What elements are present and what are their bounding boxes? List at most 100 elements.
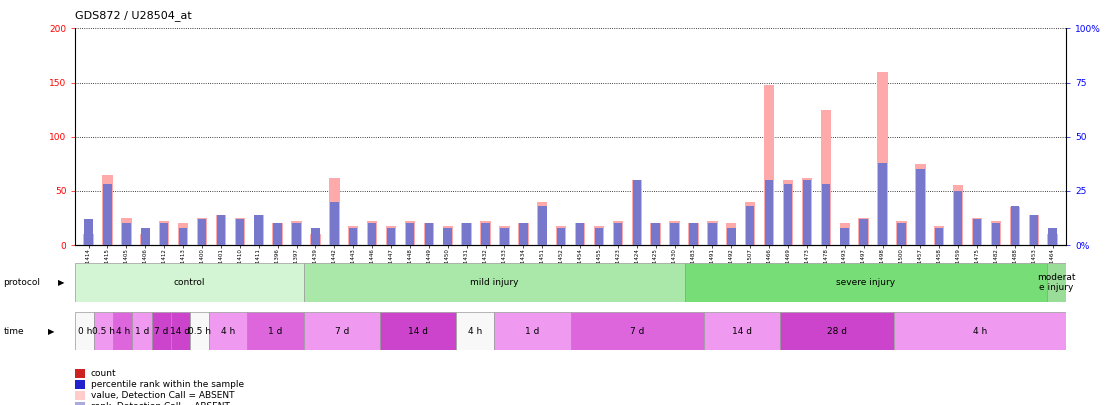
Bar [840, 224, 850, 245]
Bar [594, 226, 604, 245]
Text: 14 d: 14 d [408, 326, 428, 336]
Text: GDS872 / U28504_at: GDS872 / U28504_at [75, 10, 192, 21]
Bar [915, 164, 925, 245]
Text: count: count [91, 369, 116, 378]
Bar [992, 224, 1001, 245]
Bar [442, 226, 453, 245]
Text: 28 d: 28 d [828, 326, 848, 336]
Bar [443, 228, 452, 245]
Bar [304, 312, 380, 350]
Text: 7 d: 7 d [630, 326, 645, 336]
Bar [537, 202, 547, 245]
Bar [197, 218, 207, 245]
Bar [688, 224, 699, 245]
Bar [780, 312, 894, 350]
Bar [557, 228, 565, 245]
Bar [380, 312, 456, 350]
Bar [685, 263, 1047, 302]
Bar [972, 218, 983, 245]
Bar [121, 218, 132, 245]
Bar [669, 221, 680, 245]
Bar [556, 226, 566, 245]
Bar [500, 228, 509, 245]
Bar [293, 224, 300, 245]
Text: protocol: protocol [3, 278, 40, 287]
Bar [160, 224, 168, 245]
Text: 1 d: 1 d [135, 326, 150, 336]
Bar [291, 221, 301, 245]
Bar [897, 224, 905, 245]
Bar [274, 224, 281, 245]
Bar [765, 180, 773, 245]
Bar [821, 184, 830, 245]
Bar [94, 312, 113, 350]
Bar [368, 224, 377, 245]
Bar [1028, 215, 1039, 245]
Bar [727, 228, 736, 245]
Bar [171, 312, 189, 350]
Bar [311, 228, 320, 245]
Text: 14 d: 14 d [732, 326, 752, 336]
Bar [255, 215, 263, 245]
Bar [330, 202, 339, 245]
Bar [348, 226, 358, 245]
Bar [520, 224, 527, 245]
Bar [367, 221, 378, 245]
Text: 14 d: 14 d [171, 326, 191, 336]
Bar [704, 312, 780, 350]
Bar [103, 184, 112, 245]
Bar [235, 218, 245, 245]
Text: 0.5 h: 0.5 h [92, 326, 115, 336]
Bar [500, 226, 510, 245]
Bar [208, 312, 247, 350]
Text: 4 h: 4 h [116, 326, 130, 336]
Bar [934, 226, 944, 245]
Text: ▶: ▶ [58, 278, 64, 287]
Bar [461, 224, 472, 245]
Bar [152, 312, 171, 350]
Bar [178, 228, 187, 245]
Bar [216, 215, 226, 245]
Bar [652, 224, 660, 245]
Text: control: control [174, 278, 205, 287]
Bar [349, 228, 358, 245]
Bar [423, 224, 434, 245]
Bar [178, 224, 188, 245]
Bar [991, 221, 1002, 245]
Bar [1047, 234, 1058, 245]
Bar [140, 234, 151, 245]
Bar [896, 221, 906, 245]
Text: moderat
e injury: moderat e injury [1037, 273, 1076, 292]
Bar [878, 72, 888, 245]
Bar [613, 221, 623, 245]
Bar [519, 224, 529, 245]
Text: 0 h: 0 h [78, 326, 92, 336]
Bar [632, 180, 642, 245]
Bar [1009, 207, 1020, 245]
Text: mild injury: mild injury [470, 278, 519, 287]
Bar [1010, 206, 1019, 245]
Bar [859, 218, 869, 245]
Bar [973, 219, 982, 245]
Bar [310, 234, 320, 245]
Text: rank, Detection Call = ABSENT: rank, Detection Call = ABSENT [91, 402, 229, 405]
Bar [456, 312, 494, 350]
Bar [236, 219, 244, 245]
Bar [75, 312, 94, 350]
Bar [841, 228, 849, 245]
Bar [406, 224, 414, 245]
Bar [1029, 215, 1038, 245]
Bar [217, 215, 225, 245]
Text: 4 h: 4 h [973, 326, 987, 336]
Bar [802, 178, 812, 245]
Text: 0.5 h: 0.5 h [187, 326, 211, 336]
Bar [879, 163, 886, 245]
Bar [102, 175, 113, 245]
Bar [726, 224, 737, 245]
Bar [404, 221, 416, 245]
Text: severe injury: severe injury [837, 278, 895, 287]
Bar [481, 224, 490, 245]
Bar [197, 219, 206, 245]
Bar [462, 224, 471, 245]
Text: 7 d: 7 d [335, 326, 349, 336]
